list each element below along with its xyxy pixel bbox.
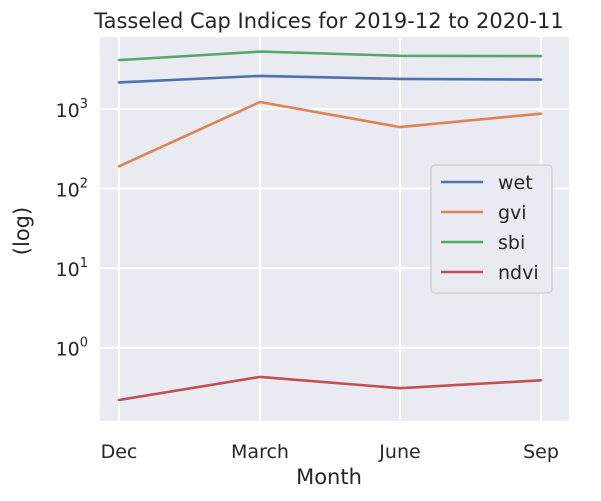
legend-label-wet: wet <box>498 172 533 194</box>
y-tick-label: 102 <box>56 176 88 201</box>
legend-box <box>430 164 553 294</box>
x-tick-label: Sep <box>523 441 559 463</box>
legend-label-sbi: sbi <box>498 232 525 254</box>
y-tick-labels: 100 101 102 103 <box>56 97 88 361</box>
series-line-wet <box>117 74 543 84</box>
y-tick-label: 103 <box>56 97 88 122</box>
series-lines <box>117 50 543 402</box>
series-line-gvi <box>117 100 543 168</box>
legend-label-ndvi: ndvi <box>498 262 539 284</box>
y-tick-label: 100 <box>56 336 88 361</box>
legend: wet gvi sbi ndvi <box>430 164 553 294</box>
x-tick-label: June <box>378 441 420 463</box>
legend-label-gvi: gvi <box>498 202 527 224</box>
y-tick-label: 101 <box>56 256 88 281</box>
series-line-ndvi <box>117 375 543 402</box>
series-line-sbi <box>117 50 543 62</box>
x-tick-labels: Dec March June Sep <box>101 441 559 463</box>
x-tick-label: March <box>231 441 289 463</box>
y-axis-title: (log) <box>10 207 34 255</box>
chart-title: Tasseled Cap Indices for 2019-12 to 2020… <box>93 9 564 33</box>
x-tick-label: Dec <box>101 441 138 463</box>
x-axis-title: Month <box>296 465 362 489</box>
